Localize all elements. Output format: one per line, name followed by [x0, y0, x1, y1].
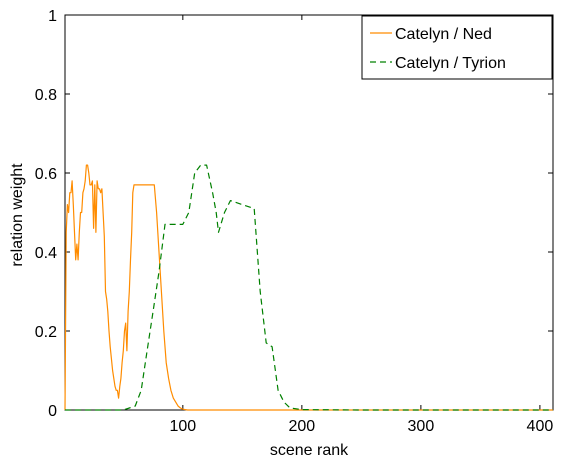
x-axis-title: scene rank	[270, 442, 349, 459]
legend: Catelyn / Ned Catelyn / Tyrion	[361, 15, 553, 80]
y-axis-title: relation weight	[9, 163, 26, 267]
axis-ticks: 100 200 300 400 0 0.2 0.4 0.6 0.8 1	[35, 8, 554, 435]
y-tick-label: 0.8	[35, 87, 57, 104]
x-tick-label: 300	[408, 418, 435, 435]
legend-label-catelyn-ned: Catelyn / Ned	[395, 26, 492, 43]
x-tick-label: 400	[527, 418, 554, 435]
y-tick-label: 0.4	[35, 245, 57, 262]
series-line-catelyn-ned	[64, 164, 553, 411]
series-layer	[64, 164, 553, 411]
x-tick-label: 200	[289, 418, 316, 435]
legend-box	[361, 15, 553, 80]
series-line-catelyn-tyrion	[65, 164, 553, 411]
y-tick-label: 0	[48, 403, 57, 420]
legend-label-catelyn-tyrion: Catelyn / Tyrion	[395, 55, 506, 72]
y-tick-label: 0.2	[35, 324, 57, 341]
plot-area	[64, 14, 554, 411]
x-tick-label: 100	[169, 418, 196, 435]
y-tick-label: 1	[48, 8, 57, 25]
y-tick-label: 0.6	[35, 166, 57, 183]
